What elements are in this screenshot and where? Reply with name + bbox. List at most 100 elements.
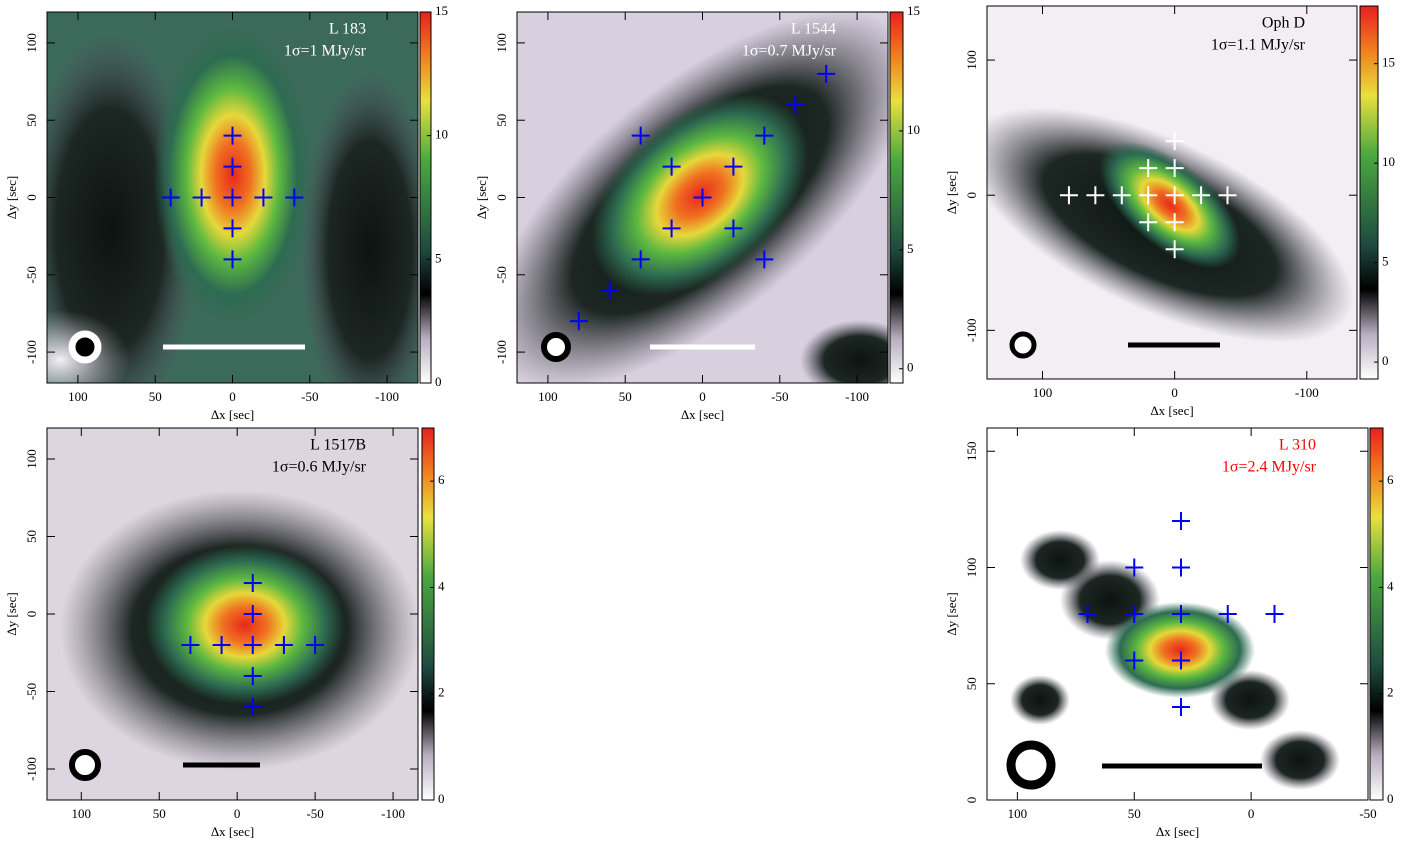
panel-title: L 1544 [791, 21, 836, 38]
cross-marker [223, 250, 242, 269]
y-tick-label: 150 [964, 442, 979, 462]
cross-marker [693, 188, 712, 207]
map-blob [1105, 602, 1255, 698]
cross-marker [1172, 651, 1191, 670]
panel-subtitle: 1σ=2.4 MJy/sr [1222, 459, 1317, 476]
x-tick-label: -100 [845, 389, 869, 404]
panel-title: L 183 [329, 21, 366, 38]
cross-marker [223, 219, 242, 238]
y-tick-label: 100 [494, 33, 509, 53]
cross-marker [285, 188, 304, 207]
y-tick-label: 100 [24, 33, 39, 53]
frame [986, 5, 1358, 380]
colorbar-tick-label: 0 [1382, 353, 1389, 368]
x-axis-label: Δx [sec] [211, 407, 254, 422]
cross-marker [755, 250, 774, 269]
beam [541, 332, 571, 362]
map-blob [800, 320, 888, 383]
colorbar-tick-label: 4 [1387, 578, 1394, 593]
colorbar-tick-label: 6 [438, 472, 445, 487]
x-tick-label: 50 [153, 806, 166, 821]
y-axis-label: Δy [sec] [474, 176, 489, 219]
cross-marker [724, 157, 743, 176]
cross-marker [1059, 186, 1078, 205]
colorbar-tick-label: 10 [1382, 154, 1395, 169]
map-image [47, 428, 418, 800]
cross-marker [724, 219, 743, 238]
x-tick-label: 100 [1033, 385, 1053, 400]
cross-marker [1165, 132, 1184, 151]
beam [69, 749, 101, 781]
cross-marker [181, 636, 200, 654]
x-tick-label: 0 [234, 806, 241, 821]
map-blob [591, 93, 809, 297]
cross-marker [755, 126, 774, 145]
beam [68, 330, 102, 364]
cross-marker [631, 250, 650, 269]
colorbar-tick-label: 10 [907, 122, 920, 137]
cross-marker [223, 188, 242, 207]
colorbar-tick-label: 2 [438, 685, 445, 700]
colorbar-tick-label: 0 [438, 791, 445, 806]
cross-marker [1112, 186, 1131, 205]
cross-marker [1139, 159, 1158, 178]
y-tick-label: 50 [494, 114, 509, 127]
x-tick-label: -50 [771, 389, 788, 404]
colorbar [419, 11, 432, 384]
y-tick-label: 0 [494, 194, 509, 201]
panel: 100 50 0 -50 -100 -100 -50 0 50 100 0 5 10 15 Δx [sec]… [4, 3, 448, 422]
cross-marker [212, 636, 231, 654]
map-blob [1099, 141, 1241, 269]
colorbar-tick-label: 15 [1382, 55, 1395, 70]
cross-marker [254, 188, 273, 207]
panel-subtitle: 1σ=1.1 MJy/sr [1211, 37, 1306, 54]
cross-marker [786, 95, 805, 114]
cross-marker [1139, 213, 1158, 232]
cross-marker [600, 281, 619, 300]
colorbar-tick-label: 5 [907, 241, 914, 256]
x-axis-label: Δx [sec] [681, 407, 724, 422]
cross-marker [1078, 605, 1097, 623]
map-image [47, 12, 418, 383]
x-axis-label: Δx [sec] [1156, 824, 1199, 839]
cross-marker [1192, 186, 1211, 205]
panel-subtitle: 1σ=0.6 MJy/sr [272, 459, 367, 476]
cross-marker [1139, 186, 1158, 205]
colorbar [889, 11, 904, 384]
y-tick-label: 100 [24, 449, 39, 469]
panel-subtitle: 1σ=1 MJy/sr [284, 43, 367, 60]
y-tick-label: 100 [964, 558, 979, 578]
cross-marker [1172, 698, 1191, 716]
panel: 100 0 -100 -100 0 100 0 5 10 15 Δx [sec] Δy [sec] Op… [944, 5, 1395, 418]
cross-marker [243, 667, 262, 685]
cross-marker [1165, 159, 1184, 178]
panel: 100 50 0 -50 0 50 100 150 0 2 4 6 Δx [sec] Δy [sec] L … [944, 427, 1394, 839]
panel: 100 50 0 -50 -100 -100 -50 0 50 100 0 5 10 15 Δx [sec]… [474, 3, 920, 422]
cross-marker [662, 157, 681, 176]
y-tick-label: -100 [494, 340, 509, 364]
panel-title: L 310 [1279, 437, 1316, 454]
x-tick-label: 100 [1008, 806, 1028, 821]
cross-marker [662, 219, 681, 238]
colorbar-tick-label: 5 [1382, 254, 1389, 269]
beam [1006, 740, 1056, 790]
map-blob [1010, 675, 1070, 725]
y-tick-label: 0 [964, 192, 979, 199]
cross-marker [1218, 605, 1237, 623]
x-tick-label: -50 [1359, 806, 1376, 821]
y-tick-label: 0 [964, 797, 979, 804]
cross-marker [1265, 605, 1284, 623]
y-axis-label: Δy [sec] [4, 592, 19, 635]
y-tick-label: -50 [24, 683, 39, 700]
colorbar [1369, 427, 1384, 801]
colorbar-tick-label: 15 [907, 3, 920, 18]
x-tick-label: 0 [229, 389, 236, 404]
y-tick-label: 50 [24, 530, 39, 543]
x-tick-label: -100 [375, 389, 399, 404]
colorbar-tick-label: 0 [1387, 791, 1394, 806]
map-blob [300, 70, 418, 383]
cross-marker [161, 188, 180, 207]
cross-marker [243, 574, 262, 592]
x-tick-label: 50 [1128, 806, 1141, 821]
cross-marker [1125, 651, 1144, 670]
